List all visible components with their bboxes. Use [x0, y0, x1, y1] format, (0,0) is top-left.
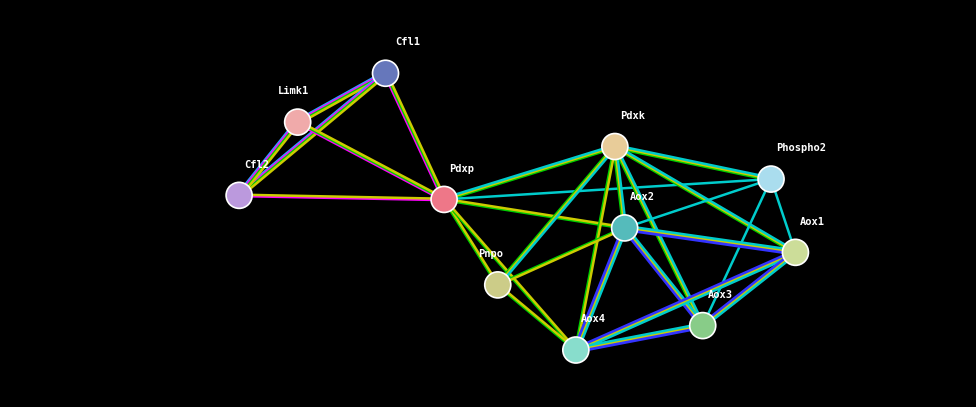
- Text: Aox2: Aox2: [630, 192, 655, 202]
- Text: Aox1: Aox1: [800, 217, 826, 227]
- Ellipse shape: [563, 337, 589, 363]
- Ellipse shape: [690, 313, 715, 339]
- Text: Pnpo: Pnpo: [478, 249, 504, 259]
- Text: Aox4: Aox4: [581, 314, 606, 324]
- Ellipse shape: [783, 239, 808, 265]
- Text: Pdxp: Pdxp: [449, 164, 474, 174]
- Ellipse shape: [602, 133, 628, 160]
- Text: Aox3: Aox3: [708, 290, 733, 300]
- Text: Cfl1: Cfl1: [395, 37, 421, 47]
- Ellipse shape: [373, 60, 398, 86]
- Ellipse shape: [485, 272, 510, 298]
- Ellipse shape: [612, 215, 637, 241]
- Text: Phospho2: Phospho2: [776, 143, 826, 153]
- Ellipse shape: [285, 109, 310, 135]
- Ellipse shape: [431, 186, 457, 212]
- Ellipse shape: [226, 182, 252, 208]
- Ellipse shape: [758, 166, 784, 192]
- Text: Limk1: Limk1: [278, 86, 309, 96]
- Text: Cfl2: Cfl2: [244, 160, 269, 170]
- Text: Pdxk: Pdxk: [620, 111, 645, 121]
